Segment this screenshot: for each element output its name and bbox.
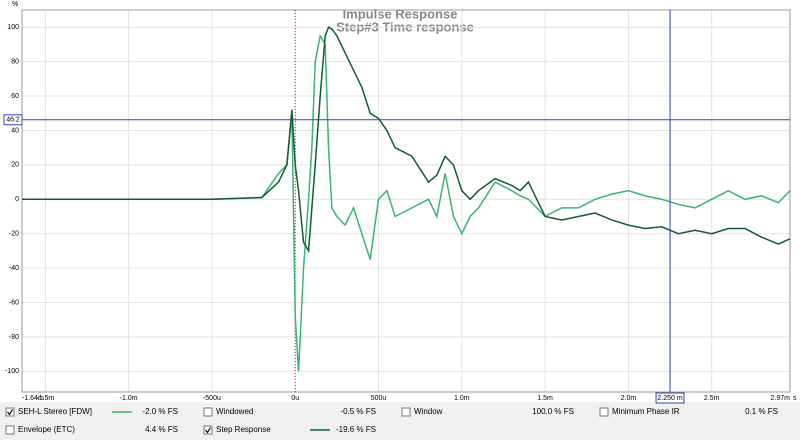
y-tick-label: -20 [9, 231, 19, 238]
checkbox[interactable] [401, 407, 411, 417]
cursor-x-label: 2.250 m [657, 395, 682, 402]
x-tick-label: -1.5m [36, 395, 54, 402]
legend-name: Envelope (ETC) [18, 425, 75, 434]
checkbox[interactable] [203, 425, 213, 435]
legend-name: Minimum Phase IR [612, 407, 680, 416]
x-tick-label: 500u [371, 395, 387, 402]
x-tick-label: 1.5m [537, 395, 553, 402]
x-tick-label: 2.5m [704, 395, 720, 402]
legend-name: Windowed [216, 407, 253, 416]
legend-readout: -2.0 % FS [142, 407, 178, 416]
legend-name: Step Response [216, 425, 271, 434]
y-tick-label: -80 [9, 334, 19, 341]
x-tick-label: -1.0m [120, 395, 138, 402]
cursor-y-label: 46.2 [6, 117, 20, 124]
x-tick-label: -1.64m [22, 395, 44, 402]
checkmark [205, 427, 212, 434]
legend-readout: 0.1 % FS [745, 407, 778, 416]
y-tick-label: 20 [11, 162, 19, 169]
checkbox[interactable] [5, 425, 15, 435]
legend-name: Window [414, 407, 443, 416]
y-tick-label: 100 [7, 24, 19, 31]
x-tick-label: -500u [203, 395, 221, 402]
plot-frame [21, 9, 791, 393]
legend-readout: -0.5 % FS [340, 407, 376, 416]
series-line [22, 26, 791, 254]
x-tick-label: 0u [291, 395, 299, 402]
y-tick-label: 80 [11, 58, 19, 65]
x-tick-label: 1.0m [454, 395, 470, 402]
checkbox[interactable] [203, 407, 213, 417]
legend-name: SEH-L Stereo [FDW] [18, 407, 92, 416]
x-unit: s [793, 395, 797, 402]
legend-readout: 100.0 % FS [532, 407, 574, 416]
legend-readout: 4.4 % FS [145, 425, 178, 434]
checkbox[interactable] [5, 407, 15, 417]
y-tick-label: 40 [11, 127, 19, 134]
checkmark [7, 409, 14, 416]
y-unit: % [12, 1, 18, 8]
series-line [22, 33, 791, 372]
y-tick-label: 0 [15, 196, 19, 203]
legend-readout: -19.6 % FS [336, 425, 376, 434]
checkbox[interactable] [599, 407, 609, 417]
x-tick-label: 2.97m [771, 395, 791, 402]
y-tick-label: -60 [9, 299, 19, 306]
legend-panel [0, 402, 800, 440]
cursor-x-box [655, 392, 685, 404]
y-tick-label: 60 [11, 93, 19, 100]
y-tick-label: -100 [5, 368, 19, 375]
x-tick-label: 2.0m [621, 395, 637, 402]
y-tick-label: -40 [9, 265, 19, 272]
cursor-y-box [3, 114, 23, 126]
